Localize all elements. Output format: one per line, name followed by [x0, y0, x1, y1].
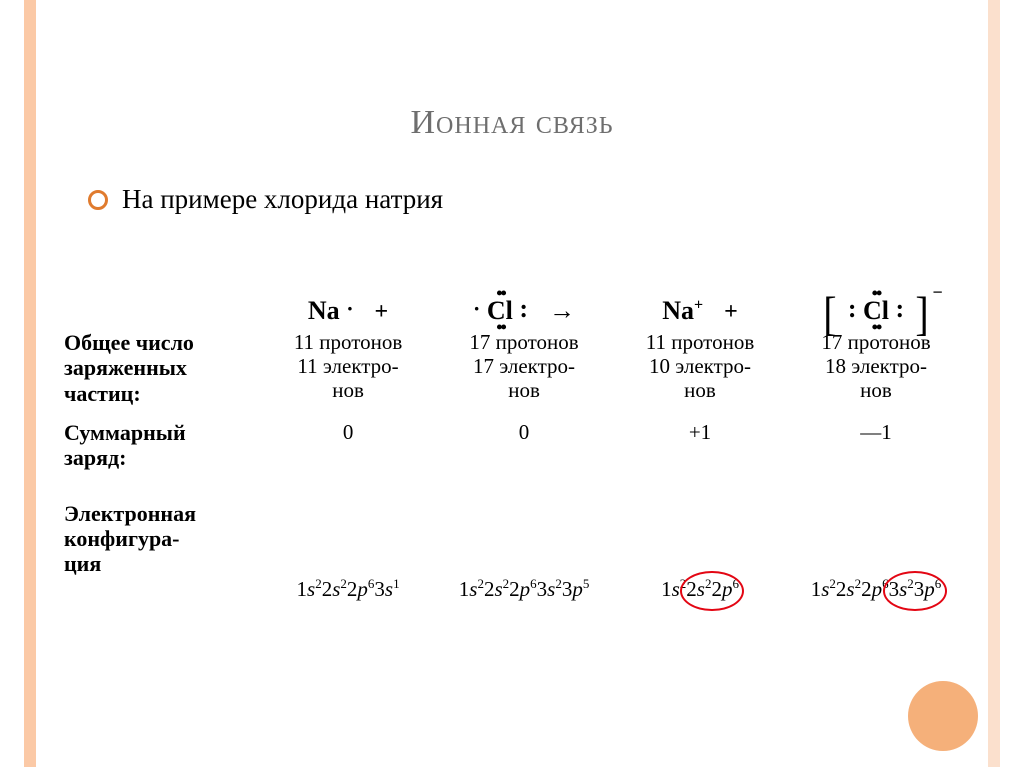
label-config: Электронная конфигура- ция [64, 501, 260, 577]
config-na: 1s22s22p63s1 [297, 577, 400, 601]
particles-na-ion: 11 протонов 10 электро- нов [612, 330, 788, 420]
particles-cl-ion: 17 протонов 18 электро- нов [788, 330, 964, 420]
cl-ion-charge: − [932, 282, 942, 303]
label-particles: Общее число заряженных частиц: [64, 330, 260, 420]
symbol-na: Na [308, 296, 340, 325]
eq-cl: •• · Cl : •• → [436, 296, 612, 330]
charge-cl-ion: —1 [788, 420, 964, 501]
na-ion-charge: + [694, 296, 703, 313]
charge-na-ion: +1 [612, 420, 788, 501]
particles-na: 11 протонов 11 электро- нов [260, 330, 436, 420]
config-cl-ion: 1s22s22p63s23p6 [811, 577, 942, 601]
row-charge: Суммарный заряд: 0 0 +1 —1 [64, 420, 964, 501]
content-area: Na · + •• · Cl : •• → Na+ + [ [64, 296, 964, 601]
arrow-icon: → [549, 296, 575, 325]
config-na-ion: 1s22s22p6 [661, 577, 739, 601]
bullet-icon [88, 190, 108, 210]
decor-circle [908, 681, 978, 751]
row-config-label: Электронная конфигура- ция [64, 501, 964, 577]
symbol-na-ion: Na [662, 296, 694, 325]
eq-na: Na · + [260, 296, 436, 330]
config-cl: 1s22s22p63s23p5 [459, 577, 590, 601]
label-charge: Суммарный заряд: [64, 420, 260, 501]
equation-row: Na · + •• · Cl : •• → Na+ + [ [64, 296, 964, 330]
charge-cl: 0 [436, 420, 612, 501]
ionic-table: Na · + •• · Cl : •• → Na+ + [ [64, 296, 964, 601]
eq-na-ion: Na+ + [612, 296, 788, 330]
bullet-text: На примере хлорида натрия [122, 184, 443, 215]
page-title: Ионная связь [0, 104, 1024, 142]
row-particles: Общее число заряженных частиц: 11 протон… [64, 330, 964, 420]
bullet-row: На примере хлорида натрия [88, 184, 443, 215]
plus-2: + [724, 299, 738, 325]
plus-1: + [375, 299, 389, 325]
particles-cl: 17 протонов 17 электро- нов [436, 330, 612, 420]
row-config: 1s22s22p63s1 1s22s22p63s23p5 1s22s22p6 1… [64, 577, 964, 601]
eq-cl-ion: [ •• : Cl : •• ] − [788, 296, 964, 330]
charge-na: 0 [260, 420, 436, 501]
